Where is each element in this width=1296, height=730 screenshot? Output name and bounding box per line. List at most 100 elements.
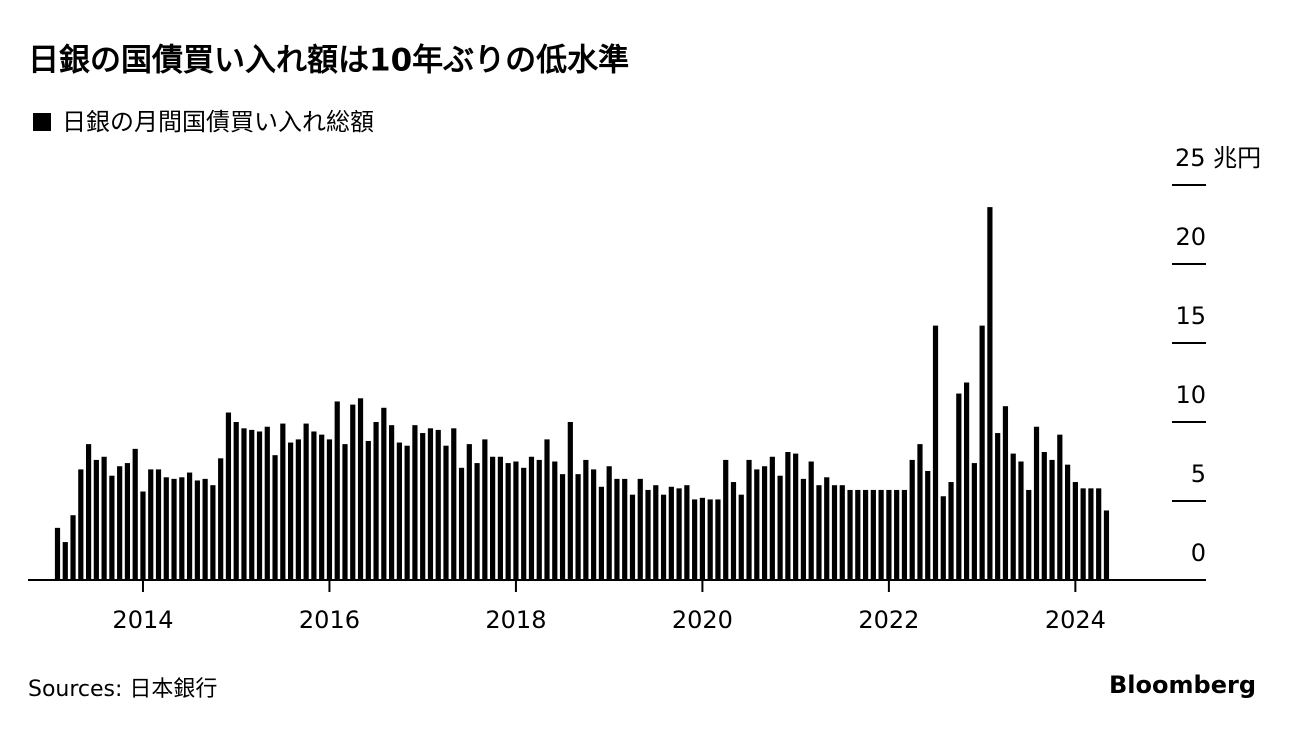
bar bbox=[583, 459, 589, 580]
bar bbox=[559, 474, 566, 580]
bar bbox=[715, 499, 721, 580]
bar bbox=[793, 453, 799, 580]
bar bbox=[513, 461, 519, 580]
y-tick-label: 20 bbox=[1175, 223, 1206, 251]
bar bbox=[629, 494, 636, 580]
bar bbox=[746, 459, 752, 580]
bar bbox=[676, 488, 682, 580]
chart-title: 日銀の国債買い入れ額は10年ぶりの低水準 bbox=[28, 43, 629, 79]
bar bbox=[862, 489, 869, 580]
legend-swatch bbox=[33, 113, 51, 131]
bar bbox=[1088, 488, 1094, 580]
bar bbox=[847, 489, 853, 580]
bar bbox=[614, 478, 620, 580]
bar bbox=[420, 433, 426, 580]
bar bbox=[241, 428, 247, 580]
bar bbox=[70, 515, 76, 580]
bar bbox=[645, 489, 651, 580]
y-tick-label: 5 bbox=[1191, 460, 1206, 488]
bar bbox=[754, 469, 760, 580]
bar bbox=[295, 439, 301, 580]
bar bbox=[901, 489, 908, 580]
bar bbox=[800, 478, 807, 580]
bar bbox=[497, 456, 503, 580]
bar bbox=[62, 542, 68, 580]
bar bbox=[326, 439, 333, 580]
bar bbox=[808, 461, 814, 580]
bar bbox=[528, 456, 535, 580]
bar bbox=[357, 398, 364, 580]
bar bbox=[396, 442, 402, 580]
x-tick-label: 2016 bbox=[299, 606, 360, 634]
bar bbox=[894, 489, 900, 580]
bar bbox=[1103, 510, 1110, 580]
bar bbox=[769, 456, 775, 580]
bar bbox=[1065, 464, 1071, 580]
bar bbox=[1010, 453, 1016, 580]
bar bbox=[738, 494, 744, 580]
bar bbox=[1049, 459, 1055, 580]
bar bbox=[474, 463, 480, 580]
legend-label: 日銀の月間国債買い入れ総額 bbox=[62, 108, 374, 136]
bar bbox=[544, 439, 550, 580]
bar bbox=[435, 429, 441, 580]
bar bbox=[490, 456, 496, 580]
bar bbox=[878, 489, 884, 580]
bar bbox=[171, 478, 177, 580]
bar bbox=[1002, 406, 1009, 580]
bar bbox=[117, 466, 123, 580]
bar bbox=[186, 472, 193, 580]
x-tick-label: 2024 bbox=[1045, 606, 1106, 634]
x-tick-label: 2022 bbox=[858, 606, 919, 634]
bar bbox=[870, 489, 876, 580]
bar bbox=[404, 445, 410, 580]
x-tick-label: 2018 bbox=[485, 606, 546, 634]
bar bbox=[591, 469, 597, 580]
bar bbox=[963, 382, 970, 580]
bar bbox=[598, 486, 604, 580]
bar bbox=[917, 444, 923, 580]
bar bbox=[233, 422, 239, 580]
bar bbox=[427, 428, 434, 580]
bar bbox=[132, 448, 138, 580]
bar bbox=[761, 466, 768, 580]
bar bbox=[342, 444, 348, 580]
bar bbox=[93, 459, 99, 580]
bar bbox=[458, 467, 465, 580]
bar bbox=[567, 422, 573, 580]
bar bbox=[163, 477, 169, 580]
bar bbox=[940, 496, 946, 580]
bar bbox=[85, 444, 92, 580]
bar bbox=[971, 463, 977, 580]
bar bbox=[1096, 488, 1102, 580]
bar bbox=[272, 455, 278, 580]
bar bbox=[932, 325, 939, 580]
bar bbox=[730, 482, 737, 580]
bar bbox=[1033, 426, 1040, 580]
bar bbox=[334, 401, 340, 580]
bar bbox=[311, 431, 317, 580]
bar bbox=[637, 478, 643, 580]
bar bbox=[482, 439, 488, 580]
bar bbox=[692, 499, 698, 580]
bar bbox=[451, 428, 457, 580]
bar bbox=[148, 469, 154, 580]
bar bbox=[389, 425, 395, 580]
bar bbox=[365, 440, 371, 580]
bar bbox=[210, 485, 216, 580]
bar bbox=[443, 445, 449, 580]
bar bbox=[909, 459, 915, 580]
bar bbox=[699, 497, 706, 580]
bar bbox=[668, 486, 674, 580]
bar bbox=[622, 478, 628, 580]
bar bbox=[521, 467, 527, 580]
y-tick-label: 10 bbox=[1175, 381, 1206, 409]
bar bbox=[303, 423, 309, 580]
bar bbox=[140, 491, 146, 580]
bar bbox=[1018, 461, 1024, 580]
bar bbox=[660, 494, 667, 580]
bar bbox=[505, 463, 511, 580]
bar bbox=[816, 485, 822, 580]
y-tick-label: 15 bbox=[1175, 302, 1206, 330]
